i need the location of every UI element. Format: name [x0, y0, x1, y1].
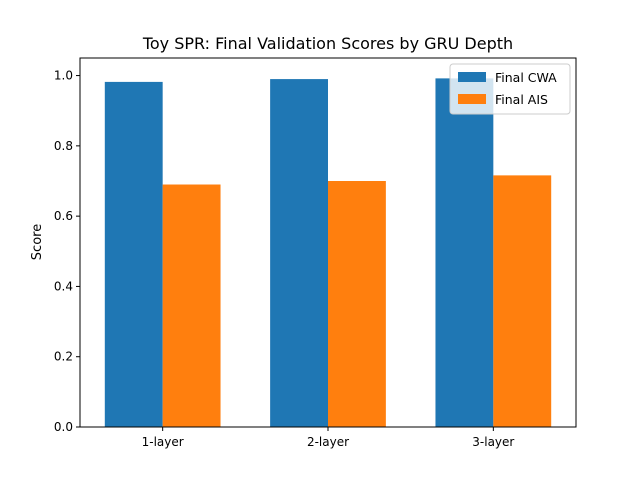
chart-title: Toy SPR: Final Validation Scores by GRU …	[142, 34, 513, 53]
bar-2-layer-final-ais	[328, 181, 386, 427]
x-tick-label: 1-layer	[142, 435, 184, 449]
y-tick-label: 0.0	[54, 420, 73, 434]
legend-label: Final AIS	[495, 92, 548, 107]
y-tick-label: 0.8	[54, 139, 73, 153]
y-tick-label: 1.0	[54, 69, 73, 83]
x-tick-label: 2-layer	[307, 435, 349, 449]
legend-swatch	[458, 94, 486, 104]
legend: Final CWA Final AIS	[449, 63, 571, 115]
bar-2-layer-final-cwa	[270, 79, 328, 427]
y-tick-label: 0.4	[54, 279, 73, 293]
y-axis: 0.0 0.2 0.4 0.6 0.8 1.0	[54, 69, 80, 434]
bar-1-layer-final-cwa	[104, 81, 163, 427]
legend-label: Final CWA	[495, 70, 557, 85]
y-tick-label: 0.6	[54, 209, 73, 223]
bar-3-layer-final-cwa	[435, 78, 494, 427]
plot-area	[79, 57, 577, 428]
y-tick-label: 0.2	[54, 350, 73, 364]
x-tick-label: 3-layer	[472, 435, 514, 449]
bar-1-layer-final-ais	[162, 184, 221, 427]
bar-3-layer-final-ais	[493, 175, 552, 427]
legend-swatch	[458, 72, 486, 82]
y-axis-label: Score	[30, 224, 45, 260]
x-axis: 1-layer 2-layer 3-layer	[142, 427, 514, 449]
